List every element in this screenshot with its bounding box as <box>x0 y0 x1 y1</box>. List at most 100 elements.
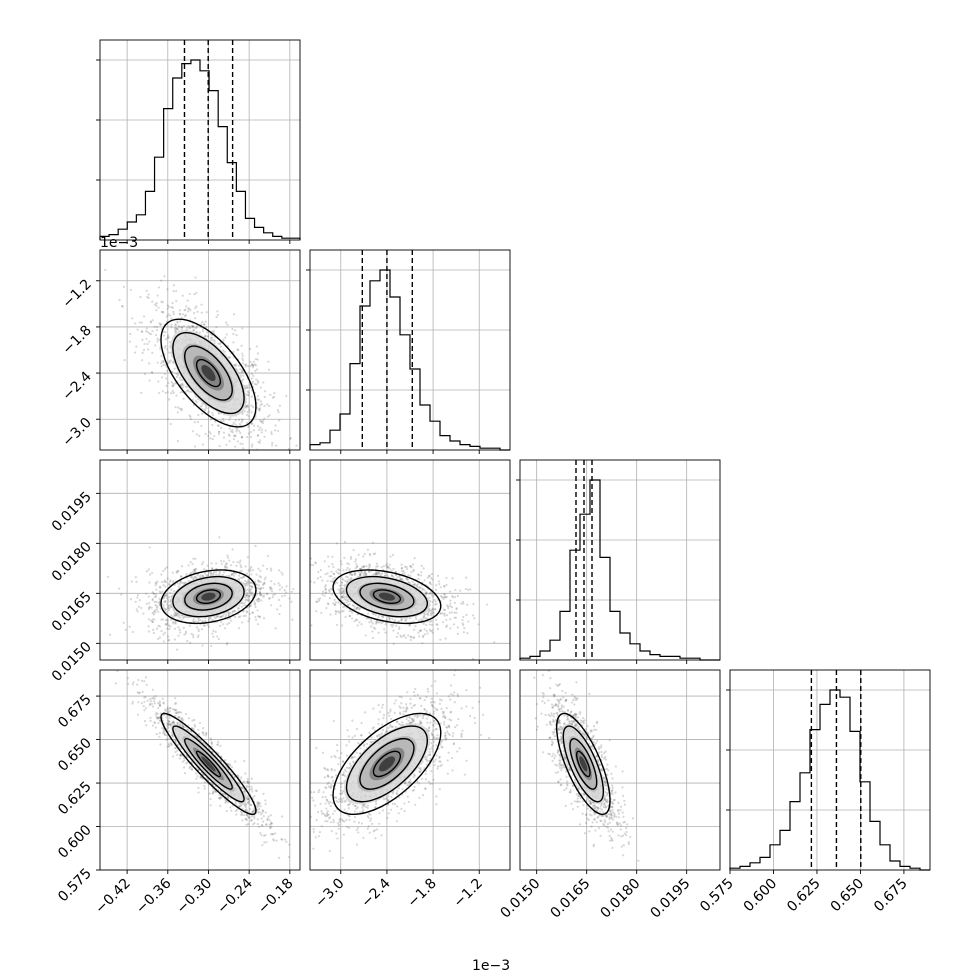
sample-point <box>189 309 192 312</box>
sample-point <box>399 634 402 637</box>
sample-point <box>447 605 450 608</box>
sample-point <box>276 608 279 611</box>
sample-point <box>232 332 235 336</box>
sample-point <box>209 573 212 576</box>
sample-point <box>199 405 202 408</box>
sample-point <box>353 572 356 575</box>
sample-point <box>235 813 238 816</box>
sample-point <box>214 616 217 620</box>
sample-point <box>158 716 161 719</box>
sample-point <box>337 601 340 604</box>
sample-point <box>176 570 179 573</box>
sample-point <box>383 571 387 575</box>
sample-point <box>176 582 179 585</box>
sample-point <box>428 620 432 623</box>
sample-point <box>376 565 379 568</box>
sample-point <box>353 620 356 623</box>
sample-point <box>319 569 322 572</box>
sample-point <box>332 565 335 569</box>
sample-point <box>158 636 161 639</box>
sample-point <box>192 619 195 623</box>
sample-point <box>288 597 291 600</box>
sample-point <box>251 365 255 369</box>
sample-point <box>239 804 243 808</box>
sample-point <box>242 378 245 381</box>
sample-point <box>220 562 223 565</box>
sample-point <box>257 803 260 806</box>
sample-point <box>180 325 183 329</box>
sample-point <box>246 777 249 781</box>
sample-point <box>211 619 214 622</box>
sample-point <box>405 565 408 569</box>
sample-point <box>225 333 228 336</box>
sample-point <box>218 570 222 573</box>
sample-point <box>443 596 447 599</box>
sample-point <box>167 351 170 354</box>
sample-point <box>379 620 382 624</box>
sample-point <box>342 587 345 591</box>
sample-point <box>345 601 348 604</box>
sample-point <box>367 612 370 615</box>
sample-point <box>177 585 180 588</box>
sample-point <box>118 664 120 666</box>
sample-point <box>147 568 150 571</box>
sample-point <box>189 561 192 564</box>
sample-point <box>227 614 230 617</box>
sample-point <box>181 386 184 389</box>
sample-point <box>374 571 378 574</box>
sample-point <box>209 432 212 435</box>
sample-point <box>421 642 424 645</box>
sample-point <box>265 840 268 844</box>
sample-point <box>362 565 366 568</box>
sample-point <box>273 391 276 395</box>
sample-point <box>241 418 244 421</box>
sample-point <box>240 569 243 572</box>
sample-point <box>239 442 242 445</box>
sample-point <box>422 622 425 625</box>
sample-point <box>166 348 169 351</box>
sample-point <box>445 595 448 598</box>
sample-point <box>219 804 222 807</box>
sample-point <box>201 619 205 622</box>
sample-point <box>169 359 173 362</box>
sample-point <box>242 374 245 377</box>
sample-point <box>248 588 252 591</box>
sample-point <box>136 691 139 694</box>
sample-point <box>356 606 359 609</box>
sample-point <box>174 621 177 624</box>
sample-point <box>231 573 234 576</box>
sample-point <box>148 362 151 365</box>
sample-point <box>396 632 400 635</box>
sample-point <box>162 361 165 364</box>
sample-point <box>409 564 412 568</box>
sample-point <box>259 594 263 597</box>
sample-point <box>324 573 327 576</box>
sample-point <box>162 359 165 363</box>
sample-point <box>150 371 154 374</box>
sample-point <box>350 577 353 580</box>
sample-point <box>142 315 146 318</box>
sample-point <box>270 431 273 434</box>
sample-point <box>335 570 338 573</box>
sample-point <box>156 340 159 343</box>
sample-point <box>459 589 462 592</box>
sample-point <box>417 619 420 622</box>
sample-point <box>182 581 185 585</box>
sample-point <box>408 624 411 627</box>
sample-point <box>169 618 173 621</box>
sample-point <box>423 628 426 631</box>
sample-point <box>280 815 284 818</box>
sample-point <box>262 564 265 567</box>
sample-point <box>293 598 295 600</box>
sample-point <box>158 322 161 325</box>
sample-point <box>248 383 251 386</box>
sample-point <box>134 600 137 603</box>
sample-point <box>240 436 244 439</box>
sample-point <box>161 590 164 593</box>
sample-point <box>148 332 151 335</box>
sample-point <box>153 702 156 705</box>
sample-point <box>196 574 199 577</box>
sample-point <box>182 718 185 722</box>
sample-point <box>423 579 426 582</box>
sample-point <box>256 586 259 590</box>
